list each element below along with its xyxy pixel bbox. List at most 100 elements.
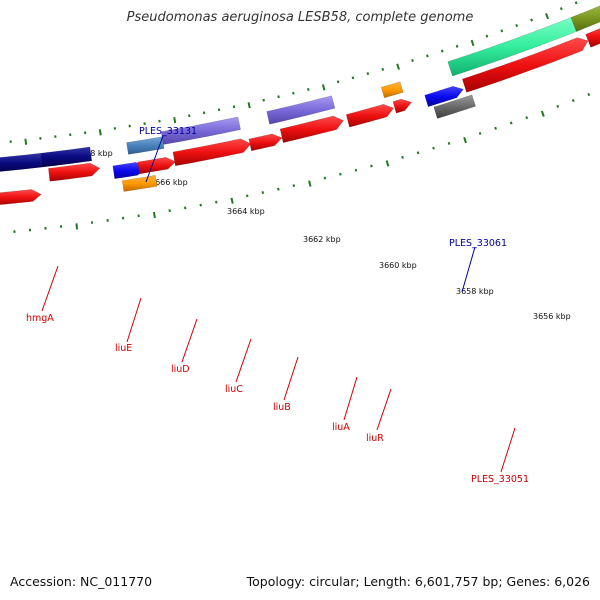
ruler-minor-tick <box>494 126 497 130</box>
ruler-minor-tick <box>416 151 420 155</box>
connector-liur <box>376 388 392 431</box>
connector-liud <box>181 318 198 363</box>
ruler-minor-tick <box>574 1 578 5</box>
gene-purple-liub <box>266 95 336 125</box>
ruler-minor-tick <box>556 104 560 108</box>
ruler-major-tick <box>173 117 177 124</box>
ruler-minor-tick <box>351 76 355 80</box>
ruler-minor-tick <box>447 141 451 145</box>
ruler-minor-tick <box>515 24 519 28</box>
ruler-minor-tick <box>587 93 591 97</box>
ruler-major-tick <box>385 160 390 167</box>
ruler-minor-tick <box>432 146 435 150</box>
ruler-major-tick <box>470 39 475 47</box>
ruler-minor-tick <box>500 29 504 33</box>
ruler-minor-tick <box>485 34 489 38</box>
ruler-minor-tick <box>202 111 206 115</box>
gene-steel-liue <box>126 136 165 155</box>
ruler-minor-tick <box>307 88 310 91</box>
gene-red-6 <box>279 115 344 143</box>
ruler-label-3656: 3656 kbp <box>533 312 571 321</box>
ruler-major-tick <box>321 84 326 91</box>
ruler-minor-tick <box>232 105 236 109</box>
gene-orange-liur <box>380 81 404 99</box>
gene-gray-ples33061 <box>433 94 476 119</box>
ruler-major-tick <box>396 63 400 70</box>
ruler-minor-tick <box>261 191 265 195</box>
ruler-minor-tick <box>215 200 218 204</box>
ruler-minor-tick <box>401 155 404 159</box>
ruler-major-tick <box>75 223 79 230</box>
ruler-minor-tick <box>530 18 533 22</box>
ruler-major-tick <box>308 180 312 187</box>
ruler-minor-tick <box>354 168 358 172</box>
gene-navy-1 <box>0 152 43 172</box>
gene-label-liub: liuB <box>273 402 291 413</box>
ruler-minor-tick <box>262 98 265 102</box>
ruler-major-tick <box>247 102 251 109</box>
map-title: Pseudomonas aeruginosa LESB58, complete … <box>126 10 474 25</box>
gene-red-8 <box>392 98 413 114</box>
ruler-outer-ticks <box>13 93 591 234</box>
gene-red-9 <box>461 37 589 93</box>
ruler-minor-tick <box>336 80 340 84</box>
ruler-minor-tick <box>292 184 296 188</box>
ruler-major-tick <box>152 211 156 219</box>
gene-red-3 <box>137 157 177 175</box>
ruler-inner-ticks <box>9 1 578 145</box>
ruler-label-3666: 3666 kbp <box>150 178 188 187</box>
connector-hmga <box>41 265 59 312</box>
ruler-minor-tick <box>246 194 249 198</box>
connector-ples-33131 <box>145 135 164 183</box>
ruler-minor-tick <box>292 91 295 95</box>
ruler-minor-tick <box>559 7 563 11</box>
gene-red-left-2 <box>48 162 101 182</box>
gene-label-liuc: liuC <box>225 384 243 395</box>
gene-red-7 <box>345 104 395 128</box>
gene-label-ples-33131: PLES_33131 <box>139 126 197 137</box>
ruler-minor-tick <box>277 187 280 191</box>
ruler-minor-tick <box>366 72 370 76</box>
gene-olive <box>570 5 600 32</box>
ruler-major-tick <box>540 110 545 117</box>
ruler-minor-tick <box>478 131 482 135</box>
gene-label-liur: liuR <box>366 433 384 444</box>
ruler-minor-tick <box>455 44 459 48</box>
gene-purple-liud <box>160 116 241 145</box>
ruler-major-tick <box>463 136 467 144</box>
gene-navy-2 <box>40 146 93 168</box>
connector-ples-33061 <box>461 246 476 293</box>
ruler-major-tick <box>24 138 28 145</box>
ruler-minor-tick <box>188 114 191 118</box>
ruler-minor-tick <box>370 164 373 168</box>
gene-label-ples-33061: PLES_33061 <box>449 238 507 249</box>
connector-liue <box>126 297 142 343</box>
ruler-minor-tick <box>426 54 429 58</box>
ruler-label-3662: 3662 kbp <box>303 235 341 244</box>
gene-label-ples-33051: PLES_33051 <box>471 474 529 485</box>
ruler-minor-tick <box>509 121 513 125</box>
gene-orange-ples33131 <box>121 175 158 192</box>
ruler-minor-tick <box>217 108 221 112</box>
ruler-minor-tick <box>277 95 280 99</box>
ruler-minor-tick <box>440 49 444 53</box>
connector-ples-33051 <box>500 427 516 473</box>
ruler-minor-tick <box>411 58 414 63</box>
gene-red-left-1 <box>0 189 42 205</box>
ruler-major-tick <box>98 129 102 136</box>
connector-liub <box>283 356 299 401</box>
ruler-minor-tick <box>323 176 327 180</box>
gene-red-4 <box>172 138 252 167</box>
accession-text: Accession: NC_011770 <box>10 574 153 589</box>
gene-blue-ples33061 <box>424 86 464 108</box>
gene-label-liud: liuD <box>171 364 190 375</box>
ruler-minor-tick <box>525 116 529 120</box>
connector-liua <box>343 376 358 421</box>
ruler-major-tick <box>230 197 234 204</box>
gene-label-hmga: hmgA <box>26 313 54 324</box>
ruler-minor-tick <box>381 67 385 71</box>
gene-red-5 <box>248 133 283 152</box>
topology-stats-text: Topology: circular; Length: 6,601,757 bp… <box>246 574 590 589</box>
ruler-label-3658: 3658 kbp <box>456 287 494 296</box>
